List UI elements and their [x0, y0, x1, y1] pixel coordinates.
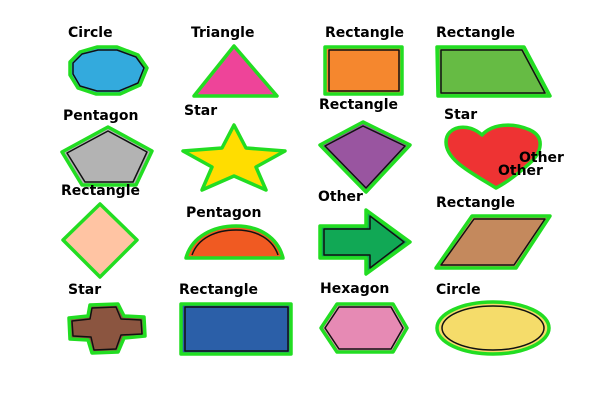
- label-other: Other: [318, 189, 363, 205]
- shape-arrow-green: [318, 208, 412, 276]
- label-star-1: Star: [184, 103, 217, 119]
- shape-rectangle-orange: [323, 45, 404, 96]
- shape-heart-red: [444, 123, 542, 190]
- label-circle-2: Circle: [436, 282, 481, 298]
- label-star-2: Star: [444, 107, 477, 123]
- label-rectangle-4: Rectangle: [61, 183, 140, 199]
- shape-star-yellow: [181, 123, 287, 192]
- label-other-overlap-2: Other: [498, 163, 543, 179]
- label-hexagon: Hexagon: [320, 281, 389, 297]
- label-rectangle-2: Rectangle: [436, 25, 515, 41]
- shape-cross-brown: [67, 302, 147, 355]
- shape-diamond-purple: [318, 120, 412, 194]
- label-pentagon-1: Pentagon: [63, 108, 138, 124]
- shape-ellipse-yellow: [435, 300, 551, 356]
- label-star-3: Star: [68, 282, 101, 298]
- label-rectangle-3: Rectangle: [319, 97, 398, 113]
- shape-semicircle-orange: [184, 224, 285, 260]
- label-rectangle-5: Rectangle: [436, 195, 515, 211]
- label-other-overlap-1: Other: [519, 150, 564, 166]
- label-circle: Circle: [68, 25, 113, 41]
- label-rectangle-6: Rectangle: [179, 282, 258, 298]
- shape-trapezoid-green: [435, 45, 552, 98]
- shape-diamond-peach: [61, 202, 139, 279]
- label-rectangle-1: Rectangle: [325, 25, 404, 41]
- label-triangle: Triangle: [191, 25, 254, 41]
- label-pentagon-2: Pentagon: [186, 205, 261, 221]
- shape-triangle-pink: [192, 44, 279, 98]
- shape-parallelogram-brown: [434, 214, 552, 270]
- shape-pentagon-gray: [60, 125, 154, 187]
- shape-hexagon-pink: [319, 302, 409, 354]
- shape-rectangle-blue: [179, 302, 293, 356]
- shape-circle-blue: [68, 45, 149, 96]
